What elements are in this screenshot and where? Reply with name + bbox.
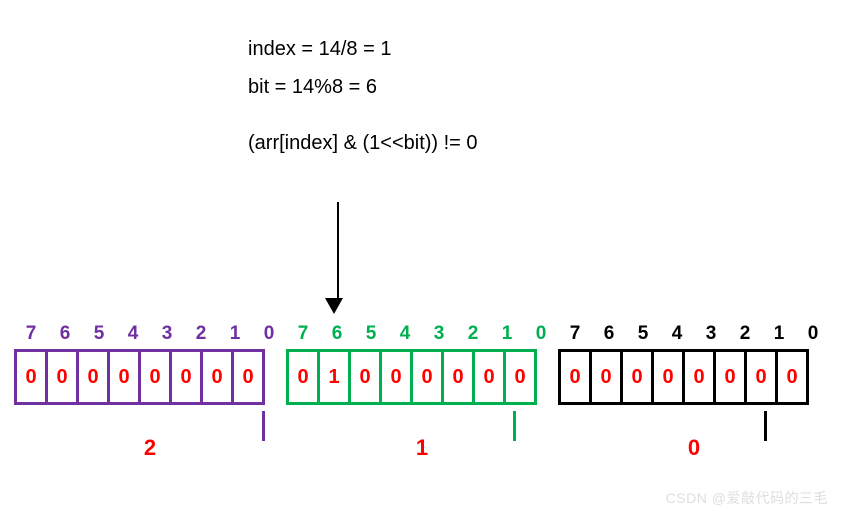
bit-cells-row: 00000000 bbox=[14, 349, 286, 405]
bit-cell: 0 bbox=[231, 349, 265, 405]
group-divider bbox=[262, 411, 265, 441]
bit-cell: 0 bbox=[713, 349, 744, 405]
bit-cell: 0 bbox=[348, 349, 379, 405]
bit-cell: 0 bbox=[503, 349, 537, 405]
bit-cell: 0 bbox=[589, 349, 620, 405]
bit-cell: 0 bbox=[379, 349, 410, 405]
bit-cell: 0 bbox=[14, 349, 45, 405]
group-divider bbox=[513, 411, 516, 441]
bit-cell: 0 bbox=[441, 349, 472, 405]
bit-index: 3 bbox=[694, 323, 728, 349]
bit-cells-row: 00000000 bbox=[558, 349, 830, 405]
bit-index: 1 bbox=[762, 323, 796, 349]
bit-cell: 0 bbox=[651, 349, 682, 405]
bit-cell: 0 bbox=[472, 349, 503, 405]
formula-expr: (arr[index] & (1<<bit)) != 0 bbox=[248, 124, 478, 162]
bit-index: 5 bbox=[626, 323, 660, 349]
bit-index: 2 bbox=[728, 323, 762, 349]
bit-cell: 0 bbox=[558, 349, 589, 405]
bit-cell: 0 bbox=[775, 349, 809, 405]
bit-index: 6 bbox=[320, 323, 354, 349]
arrow-pointer bbox=[333, 202, 343, 314]
arrow-shaft bbox=[337, 202, 339, 298]
bit-index: 4 bbox=[388, 323, 422, 349]
bit-cell: 0 bbox=[286, 349, 317, 405]
bit-index-row: 76543210 bbox=[558, 323, 830, 349]
bit-cell: 0 bbox=[410, 349, 441, 405]
divider-lines bbox=[14, 411, 834, 441]
bit-cell: 0 bbox=[169, 349, 200, 405]
bit-index: 2 bbox=[184, 323, 218, 349]
bit-index: 5 bbox=[354, 323, 388, 349]
bit-cell: 0 bbox=[107, 349, 138, 405]
watermark-text: CSDN @爱敲代码的三毛 bbox=[666, 488, 828, 508]
bit-index: 6 bbox=[48, 323, 82, 349]
bit-index: 6 bbox=[592, 323, 626, 349]
group-divider bbox=[764, 411, 767, 441]
bit-index: 7 bbox=[286, 323, 320, 349]
bit-cell: 0 bbox=[76, 349, 107, 405]
bit-index: 5 bbox=[82, 323, 116, 349]
bit-index: 2 bbox=[456, 323, 490, 349]
bit-cell: 0 bbox=[200, 349, 231, 405]
bit-cell: 0 bbox=[682, 349, 713, 405]
bit-index: 1 bbox=[218, 323, 252, 349]
bit-index: 0 bbox=[796, 323, 830, 349]
bit-cell: 0 bbox=[744, 349, 775, 405]
bit-index: 0 bbox=[524, 323, 558, 349]
bit-index: 1 bbox=[490, 323, 524, 349]
formula-block: index = 14/8 = 1 bit = 14%8 = 6 (arr[ind… bbox=[248, 30, 478, 162]
formula-bit: bit = 14%8 = 6 bbox=[248, 68, 478, 106]
bit-cell: 1 bbox=[317, 349, 348, 405]
bit-cell: 0 bbox=[45, 349, 76, 405]
bit-index: 7 bbox=[14, 323, 48, 349]
bit-index: 7 bbox=[558, 323, 592, 349]
bit-index-row: 76543210 bbox=[14, 323, 286, 349]
bit-cell: 0 bbox=[620, 349, 651, 405]
formula-index: index = 14/8 = 1 bbox=[248, 30, 478, 68]
arrow-head-icon bbox=[325, 298, 343, 314]
bit-index: 0 bbox=[252, 323, 286, 349]
bit-index: 4 bbox=[116, 323, 150, 349]
bit-index: 4 bbox=[660, 323, 694, 349]
bit-cell: 0 bbox=[138, 349, 169, 405]
bit-index-row: 76543210 bbox=[286, 323, 558, 349]
bit-cells-row: 01000000 bbox=[286, 349, 558, 405]
bit-index: 3 bbox=[422, 323, 456, 349]
bit-index: 3 bbox=[150, 323, 184, 349]
